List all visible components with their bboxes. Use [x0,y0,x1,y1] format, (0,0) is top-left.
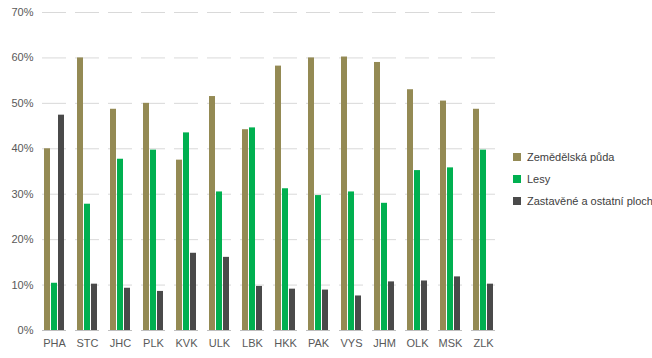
svg-text:60%: 60% [11,51,33,63]
svg-text:10%: 10% [11,279,33,291]
html-text:Lesy: Lesy [527,173,551,185]
svg-text:MSK: MSK [439,337,464,349]
svg-text:ZLK: ZLK [473,337,494,349]
svg-text:JHM: JHM [373,337,396,349]
svg-text:PHA: PHA [43,337,66,349]
svg-text:PLK: PLK [143,337,164,349]
svg-text:20%: 20% [11,233,33,245]
svg-text:VYS: VYS [340,337,362,349]
svg-text:50%: 50% [11,97,33,109]
svg-text:30%: 30% [11,188,33,200]
svg-text:ULK: ULK [209,337,231,349]
svg-text:PAK: PAK [308,337,330,349]
svg-text:OLK: OLK [406,337,429,349]
svg-text:KVK: KVK [175,337,198,349]
svg-text:40%: 40% [11,142,33,154]
svg-text:70%: 70% [11,6,33,18]
svg-text:LBK: LBK [242,337,263,349]
svg-text:HKK: HKK [274,337,297,349]
html-text:Zemědělská půda: Zemědělská půda [527,151,615,163]
svg-text:0%: 0% [18,324,34,336]
svg-text:JHC: JHC [110,337,131,349]
svg-text:STC: STC [77,337,99,349]
